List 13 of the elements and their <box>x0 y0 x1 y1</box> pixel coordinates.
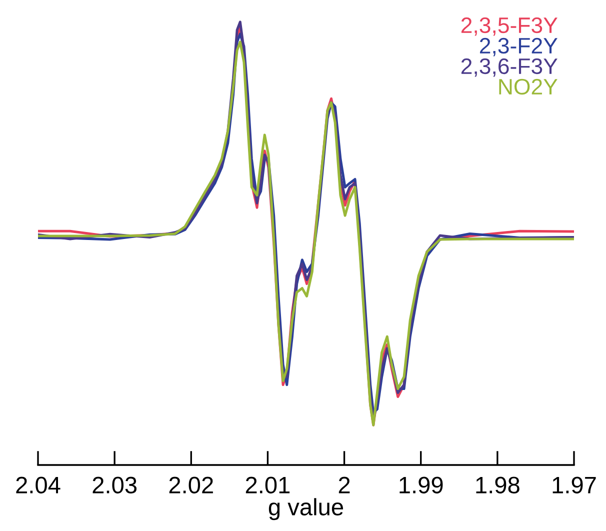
x-tick-label: 1.98 <box>476 476 520 494</box>
text: 2,3,5-F3Y <box>461 17 558 36</box>
x-tick-label: 2 <box>338 476 350 494</box>
x-tick-label: 1.99 <box>400 476 443 494</box>
x-tick-label: 2.04 <box>16 476 60 494</box>
text: 2,3-F2Y <box>480 38 558 56</box>
x-tick-label: 2.01 <box>246 476 290 494</box>
text: 2,3,6-F3Y <box>461 58 558 77</box>
x-tick-label: 1.97 <box>552 476 596 494</box>
x-tick-label: 2.02 <box>169 476 213 494</box>
text: NO2Y <box>499 78 558 95</box>
x-tick-label: 2.03 <box>92 476 137 494</box>
x-axis-title: g value <box>268 498 344 520</box>
